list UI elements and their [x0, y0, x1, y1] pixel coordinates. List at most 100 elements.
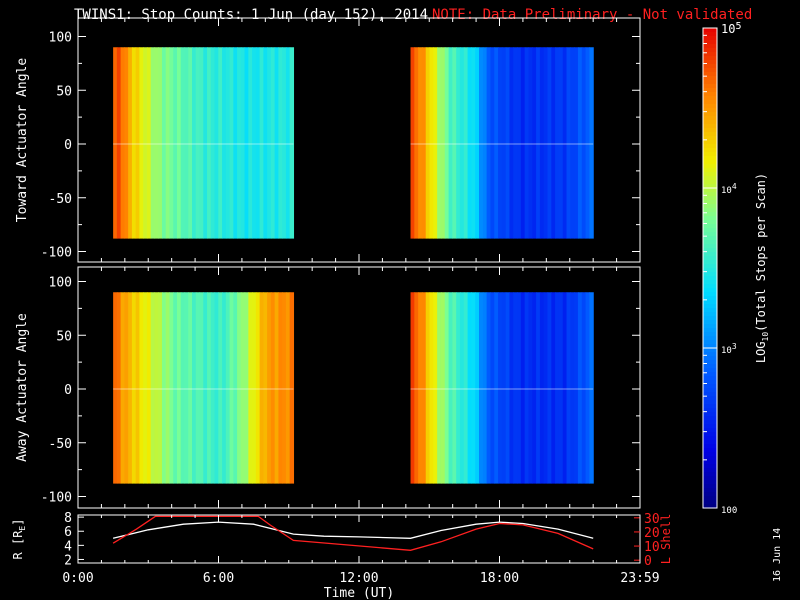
colorbar-cell [703, 176, 717, 181]
colorbar-cell [703, 504, 717, 509]
heatmap-column [532, 47, 537, 239]
heatmap-column [536, 47, 541, 239]
heatmap-panel-1: 100 50 0 -50 -100 Toward Actuator Angle [15, 17, 641, 263]
heatmap-column [581, 47, 587, 239]
colorbar-cell [703, 356, 717, 361]
heatmap-column [207, 292, 212, 484]
heatmap-column [433, 292, 438, 484]
heatmap-column [513, 292, 518, 484]
heatmap-column [440, 292, 446, 484]
heatmap-column [173, 47, 178, 239]
x-axis-label: Time (UT) [324, 586, 394, 600]
colorbar-cell [703, 68, 717, 73]
heatmap-column [176, 47, 182, 239]
colorbar-cell [703, 60, 717, 65]
colorbar-cell [703, 112, 717, 117]
heatmap-column [285, 292, 291, 484]
colorbar-cell [703, 412, 717, 417]
colorbar-cell [703, 184, 717, 189]
heatmap-column [444, 47, 450, 239]
time-tick-label: 0:00 [62, 571, 93, 586]
heatmap-column [536, 292, 541, 484]
colorbar-cell [703, 132, 717, 137]
colorbar-cell [703, 140, 717, 145]
heatmap-column [237, 292, 242, 484]
colorbar-cell [703, 416, 717, 421]
colorbar-cell [703, 396, 717, 401]
heatmap-column [282, 292, 287, 484]
heatmap-column [146, 292, 152, 484]
heatmap-column [498, 292, 503, 484]
colorbar-cell [703, 204, 717, 209]
y-tick-label: -100 [41, 246, 72, 261]
plot-title: TWINS1: Stop Counts: 1 Jun (day 152), 20… [74, 7, 429, 23]
data-block-1-1 [113, 47, 295, 239]
r-tick-label: 8 [64, 511, 72, 526]
heatmap-column [425, 292, 431, 484]
l-shell-tick-label: 30 [644, 512, 660, 527]
colorbar-cell [703, 328, 717, 333]
colorbar-cell [703, 452, 717, 457]
colorbar-cell [703, 336, 717, 341]
colorbar-cell [703, 108, 717, 113]
heatmap-column [456, 292, 461, 484]
colorbar-tick-label: 100 [721, 506, 737, 516]
heatmap-column [222, 292, 227, 484]
colorbar-cell [703, 272, 717, 277]
l-shell-tick-label: 0 [644, 554, 652, 569]
heatmap-column [513, 47, 518, 239]
colorbar-cell [703, 404, 717, 409]
heatmap-column [165, 292, 171, 484]
heatmap-column [452, 47, 457, 239]
colorbar-cell [703, 248, 717, 253]
heatmap-column [143, 292, 148, 484]
colorbar-cell [703, 352, 717, 357]
colorbar-cell [703, 364, 717, 369]
y-tick-label: 0 [64, 138, 72, 153]
colorbar-cell [703, 168, 717, 173]
colorbar-cell [703, 100, 717, 105]
heatmap-column [225, 47, 231, 239]
heatmap-column [562, 47, 568, 239]
colorbar-cell [703, 372, 717, 377]
heatmap-column [218, 47, 223, 239]
heatmap-column [574, 292, 579, 484]
heatmap-column [169, 292, 174, 484]
colorbar-cell [703, 320, 717, 325]
y-tick-label: 100 [49, 31, 72, 46]
heatmap-column [173, 292, 178, 484]
heatmap-column [184, 292, 189, 484]
l-shell-line [112, 515, 594, 551]
y-axis-label: Toward Actuator Angle [15, 58, 30, 223]
heatmap-column [116, 292, 122, 484]
heatmap-column [566, 47, 571, 239]
heatmap-column [169, 47, 174, 239]
colorbar-cell [703, 472, 717, 477]
heatmap-column [479, 292, 484, 484]
colorbar-cell [703, 460, 717, 465]
heatmap-column [448, 292, 453, 484]
heatmap-column [459, 292, 465, 484]
heatmap-column [501, 292, 507, 484]
colorbar-cell [703, 84, 717, 89]
heatmap-column [143, 47, 148, 239]
colorbar-cell [703, 344, 717, 349]
heatmap-column [225, 292, 231, 484]
heatmap-column [274, 47, 280, 239]
heatmap-column [255, 292, 261, 484]
time-tick-label: 12:00 [339, 571, 378, 586]
heatmap-column [509, 47, 514, 239]
colorbar-cell [703, 244, 717, 249]
heatmap-column [139, 292, 144, 484]
r-tick-label: 6 [64, 525, 72, 540]
heatmap-column [214, 292, 219, 484]
colorbar-cell [703, 492, 717, 497]
heatmap-column [494, 292, 499, 484]
colorbar-cell [703, 152, 717, 157]
heatmap-column [479, 47, 484, 239]
colorbar-cell [703, 76, 717, 81]
colorbar-cell [703, 264, 717, 269]
colorbar-cell [703, 52, 717, 57]
heatmap-column [440, 47, 446, 239]
